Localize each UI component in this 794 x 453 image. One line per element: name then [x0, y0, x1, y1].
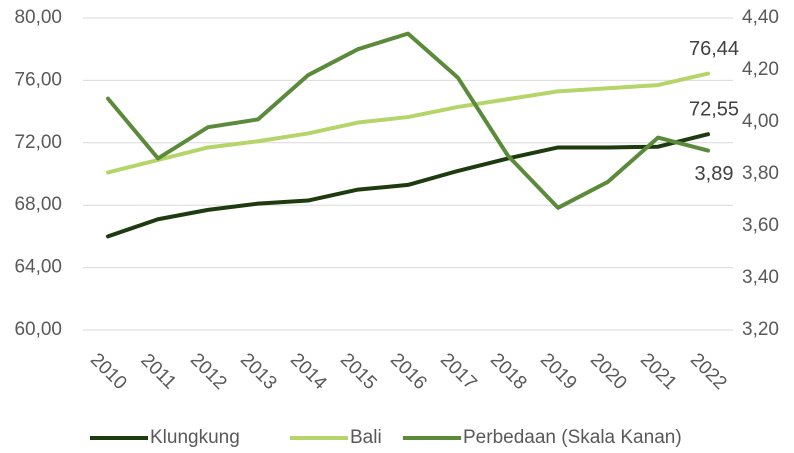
- x-tick-label: 2020: [586, 349, 631, 394]
- legend-label: Bali: [350, 427, 382, 448]
- y2-tick-label: 3,60: [742, 215, 779, 236]
- y-tick-label: 76,00: [14, 69, 62, 90]
- y2-tick-label: 4,00: [742, 111, 779, 132]
- value-label: 72,55: [689, 99, 739, 121]
- series-line: [106, 132, 710, 239]
- x-tick-label: 2021: [636, 349, 681, 394]
- series-line: [106, 71, 710, 175]
- y2-tick-label: 3,80: [742, 163, 779, 184]
- x-tick-label: 2015: [336, 349, 381, 394]
- x-tick-label: 2017: [436, 349, 481, 394]
- x-tick-label: 2010: [86, 349, 131, 394]
- x-tick-label: 2012: [186, 349, 231, 394]
- x-tick-label: 2013: [236, 349, 281, 394]
- legend-label: Klungkung: [150, 427, 240, 448]
- x-tick-label: 2018: [486, 349, 531, 394]
- legend-label: Perbedaan (Skala Kanan): [463, 427, 682, 448]
- value-label: 76,44: [689, 38, 739, 60]
- x-tick-label: 2011: [136, 350, 180, 394]
- y-tick-label: 80,00: [14, 7, 62, 28]
- value-label: 3,89: [695, 163, 734, 185]
- y-tick-label: 64,00: [14, 257, 62, 278]
- x-tick-label: 2019: [536, 349, 581, 394]
- x-tick-label: 2014: [286, 349, 331, 394]
- y2-tick-label: 4,20: [742, 59, 779, 80]
- x-tick-label: 2016: [386, 349, 431, 394]
- y2-tick-label: 4,40: [742, 7, 779, 28]
- y-tick-label: 68,00: [14, 194, 62, 215]
- series-line: [106, 31, 710, 210]
- y2-tick-label: 3,40: [742, 267, 779, 288]
- y2-tick-label: 3,20: [742, 319, 779, 340]
- x-tick-label: 2022: [686, 349, 731, 394]
- y-tick-label: 60,00: [14, 319, 62, 340]
- y-tick-label: 72,00: [14, 132, 62, 153]
